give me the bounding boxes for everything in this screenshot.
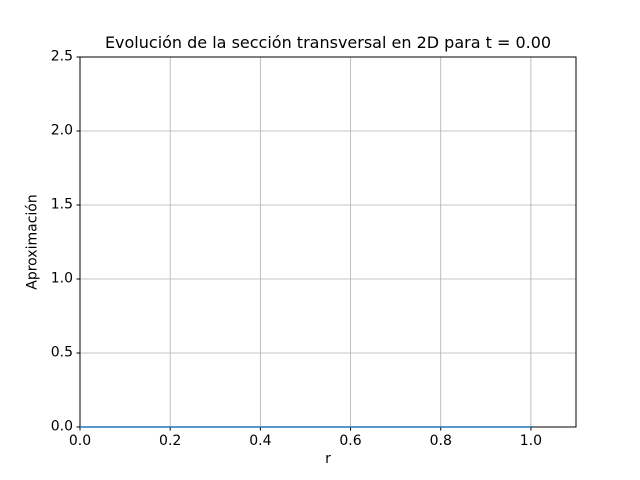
x-tick-label: 0.2 [159,432,182,449]
x-tick-label: 0.0 [68,432,92,449]
x-tick-label: 0.8 [429,432,452,449]
x-tick-label: 0.4 [249,432,272,449]
plot-border [79,56,577,428]
x-axis-label: r [325,451,331,467]
y-tick-label: 2.0 [50,122,73,139]
y-axis-label: Aproximación [24,194,41,290]
x-tick-label: 1.0 [519,432,543,449]
y-tick-label: 1.5 [50,196,73,213]
y-tick-label: 0.0 [50,418,73,435]
y-tick-label: 2.5 [50,48,73,65]
y-tick-label: 0.5 [50,344,73,361]
x-tick-label: 0.6 [339,432,362,449]
chart-title: Evolución de la sección transversal en 2… [104,33,552,52]
y-tick-label: 1.0 [50,270,73,287]
